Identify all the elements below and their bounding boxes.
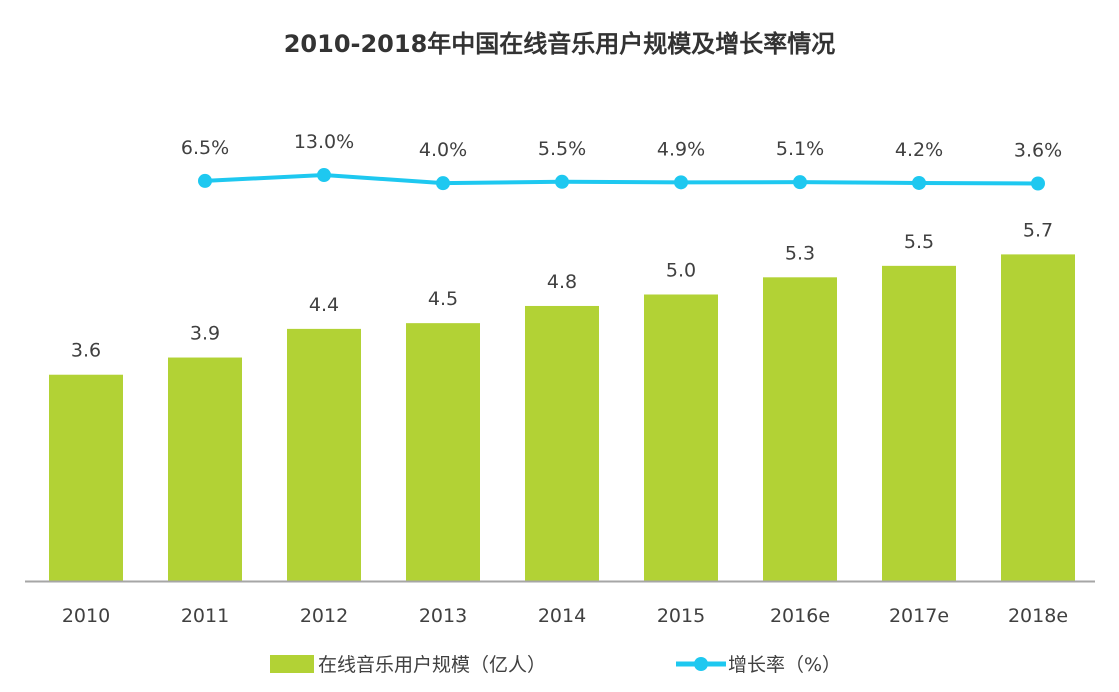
- legend-label-bar: 在线音乐用户规模（亿人）: [318, 654, 547, 676]
- x-tick-label: 2017e: [889, 605, 949, 627]
- bar: [168, 357, 242, 581]
- x-tick-label: 2018e: [1008, 605, 1068, 627]
- bar: [49, 374, 123, 581]
- bar: [644, 294, 718, 581]
- growth-data-label: 4.0%: [419, 139, 467, 161]
- legend-swatch-line: [676, 656, 726, 671]
- legend-item-line: 增长率（%）: [676, 650, 841, 677]
- growth-data-label: 4.9%: [657, 138, 705, 160]
- bar: [882, 265, 956, 581]
- bar-data-label: 4.8: [547, 271, 577, 293]
- bar-data-label: 5.3: [785, 242, 815, 264]
- growth-data-label: 4.2%: [895, 139, 943, 161]
- x-tick-label: 2014: [538, 605, 586, 627]
- bar-data-label: 3.9: [190, 323, 220, 345]
- growth-data-label: 13.0%: [294, 131, 354, 153]
- growth-point: [198, 173, 212, 188]
- growth-point: [793, 175, 807, 190]
- chart-title: 2010-2018年中国在线音乐用户规模及增长率情况: [283, 30, 836, 58]
- bar: [763, 277, 837, 581]
- bar: [287, 328, 361, 581]
- x-tick-label: 2016e: [770, 605, 830, 627]
- x-tick-label: 2013: [419, 605, 467, 627]
- bar-data-label: 5.5: [904, 231, 934, 253]
- growth-data-label: 5.1%: [776, 138, 824, 160]
- bar-data-label: 3.6: [71, 340, 101, 362]
- x-tick-label: 2011: [181, 605, 229, 627]
- growth-data-label: 5.5%: [538, 138, 586, 160]
- legend-item-bar: 在线音乐用户规模（亿人）: [270, 650, 546, 677]
- growth-data-label: 6.5%: [181, 137, 229, 159]
- bar-data-label: 5.0: [666, 260, 696, 282]
- growth-point: [436, 176, 450, 191]
- legend-swatch-bar: [270, 654, 314, 673]
- bar: [1001, 254, 1075, 581]
- bar: [406, 323, 480, 581]
- growth-point: [555, 174, 569, 189]
- growth-point: [912, 175, 926, 190]
- x-tick-label: 2015: [657, 605, 705, 627]
- growth-point: [317, 168, 331, 183]
- growth-point: [674, 175, 688, 190]
- growth-data-label: 3.6%: [1014, 140, 1062, 162]
- legend-label-line: 增长率（%）: [728, 654, 842, 676]
- x-tick-label: 2012: [300, 605, 348, 627]
- bar-data-label: 4.4: [309, 294, 339, 316]
- growth-line: [204, 173, 1039, 186]
- growth-point: [1031, 176, 1045, 191]
- bar: [525, 305, 599, 581]
- bar-data-label: 5.7: [1023, 219, 1053, 241]
- x-tick-label: 2010: [62, 605, 110, 627]
- bar-data-label: 4.5: [428, 288, 458, 310]
